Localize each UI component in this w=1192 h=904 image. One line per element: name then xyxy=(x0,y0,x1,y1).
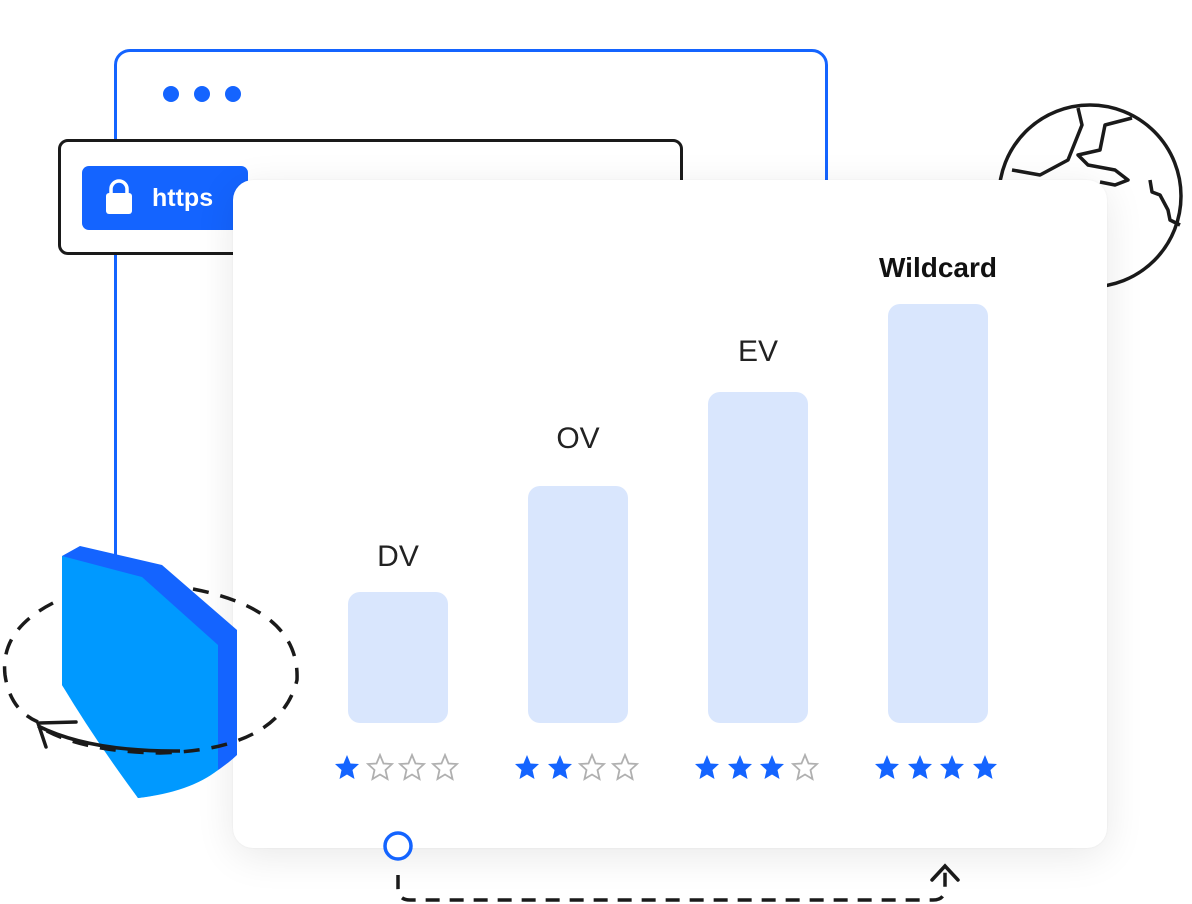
https-badge: https xyxy=(82,166,248,230)
connector-node xyxy=(383,831,413,861)
star-empty-icon xyxy=(578,753,606,781)
certificate-label: DV xyxy=(377,540,419,573)
certificate-label: Wildcard xyxy=(879,252,997,283)
star-empty-icon xyxy=(430,753,459,781)
star-filled-icon xyxy=(727,755,752,779)
certificate-bar xyxy=(528,486,628,723)
star-empty-icon xyxy=(365,753,394,781)
star-empty-icon xyxy=(790,753,819,781)
window-dot xyxy=(194,86,210,102)
https-label: https xyxy=(152,183,214,212)
star-filled-icon xyxy=(515,755,539,779)
star-filled-icon xyxy=(547,755,572,779)
star-filled-icon xyxy=(875,755,899,779)
certificate-bar xyxy=(348,592,448,723)
certificate-label: EV xyxy=(737,335,779,368)
certificate-bar xyxy=(708,392,808,723)
star-empty-icon xyxy=(398,753,426,781)
star-empty-icon xyxy=(610,753,639,781)
star-filled-icon xyxy=(907,755,932,779)
certificate-bar xyxy=(888,304,988,723)
arrow-up-icon xyxy=(930,863,960,882)
window-dot xyxy=(163,86,179,102)
lock-icon xyxy=(106,179,132,214)
window-dot xyxy=(225,86,241,102)
star-filled-icon xyxy=(972,755,997,779)
star-filled-icon xyxy=(695,755,719,779)
star-filled-icon xyxy=(940,755,964,779)
certificate-label: OV xyxy=(556,422,600,455)
star-filled-icon xyxy=(335,755,359,779)
star-filled-icon xyxy=(760,755,784,779)
